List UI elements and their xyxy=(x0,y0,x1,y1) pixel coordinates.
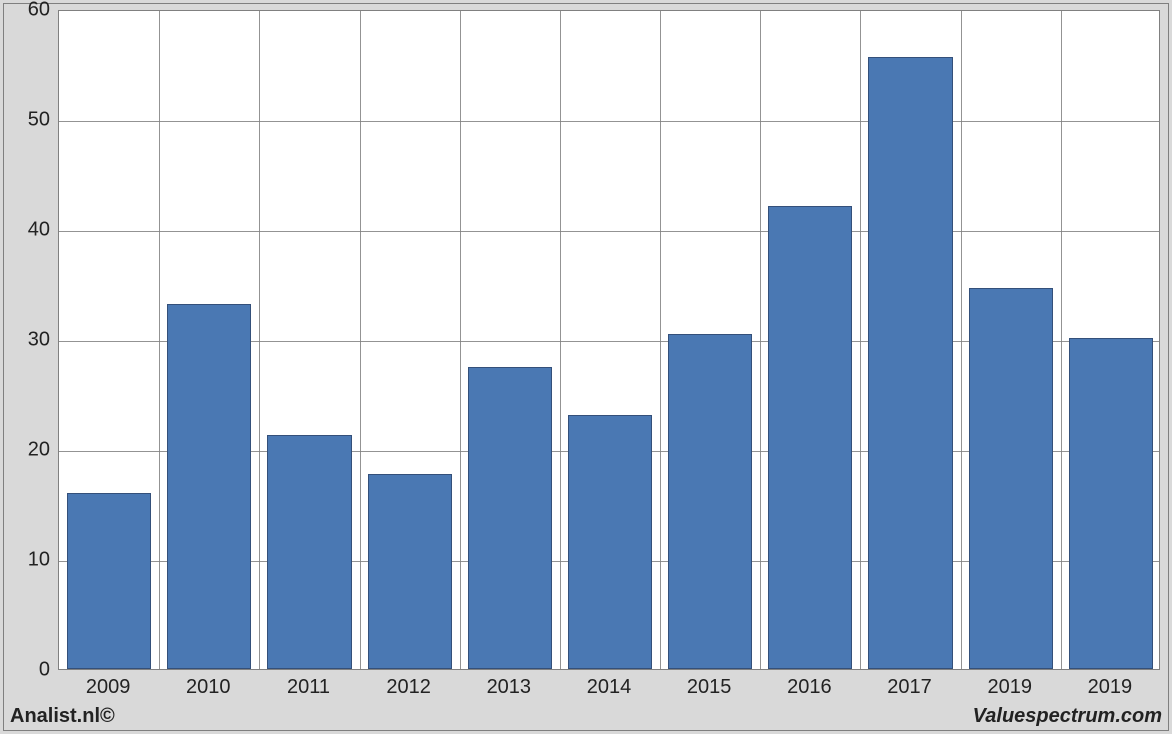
x-tick-label: 2017 xyxy=(887,676,932,699)
bar xyxy=(167,304,251,669)
grid-line-v xyxy=(760,11,761,669)
bar xyxy=(868,57,952,669)
x-tick-label: 2019 xyxy=(1088,676,1133,699)
bar xyxy=(969,288,1053,669)
y-tick-label: 50 xyxy=(28,109,50,132)
grid-line-h xyxy=(59,231,1159,232)
x-tick-label: 2009 xyxy=(86,676,131,699)
bar xyxy=(568,415,652,669)
grid-line-v xyxy=(660,11,661,669)
plot-area xyxy=(58,10,1160,670)
bar xyxy=(768,206,852,669)
grid-line-h xyxy=(59,121,1159,122)
caption-left: Analist.nl© xyxy=(10,705,115,728)
grid-line-v xyxy=(460,11,461,669)
bar xyxy=(67,493,151,669)
y-tick-label: 0 xyxy=(39,659,50,682)
bar xyxy=(468,367,552,670)
bar xyxy=(668,334,752,670)
x-tick-label: 2011 xyxy=(287,676,330,699)
grid-line-v xyxy=(159,11,160,669)
chart-frame: Analist.nl© Valuespectrum.com 0 10 20 30 40 5… xyxy=(3,3,1169,731)
x-tick-label: 2012 xyxy=(386,676,431,699)
grid-line-v xyxy=(1061,11,1062,669)
grid-line-v xyxy=(961,11,962,669)
bar xyxy=(267,435,351,669)
x-tick-label: 2019 xyxy=(987,676,1032,699)
x-tick-label: 2015 xyxy=(687,676,732,699)
bar xyxy=(368,474,452,669)
y-tick-label: 20 xyxy=(28,439,50,462)
y-tick-label: 60 xyxy=(28,0,50,22)
y-tick-label: 10 xyxy=(28,549,50,572)
x-tick-label: 2010 xyxy=(186,676,231,699)
grid-line-v xyxy=(360,11,361,669)
x-tick-label: 2013 xyxy=(487,676,532,699)
x-tick-label: 2016 xyxy=(787,676,832,699)
grid-line-v xyxy=(860,11,861,669)
grid-line-v xyxy=(560,11,561,669)
y-tick-label: 40 xyxy=(28,219,50,242)
bar xyxy=(1069,338,1153,669)
grid-line-v xyxy=(259,11,260,669)
x-tick-label: 2014 xyxy=(587,676,632,699)
y-tick-label: 30 xyxy=(28,329,50,352)
caption-right: Valuespectrum.com xyxy=(973,705,1162,728)
